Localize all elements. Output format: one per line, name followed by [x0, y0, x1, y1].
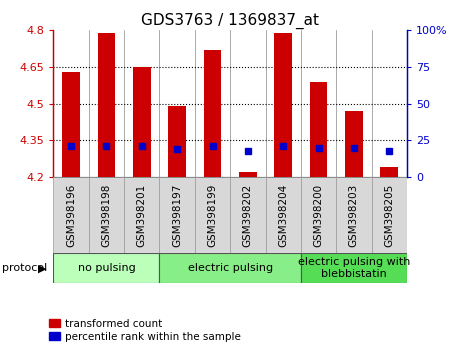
FancyBboxPatch shape — [230, 177, 266, 253]
Text: GSM398203: GSM398203 — [349, 183, 359, 247]
Title: GDS3763 / 1369837_at: GDS3763 / 1369837_at — [141, 12, 319, 29]
FancyBboxPatch shape — [124, 177, 159, 253]
Bar — [98, 33, 115, 177]
FancyBboxPatch shape — [159, 177, 195, 253]
Text: no pulsing: no pulsing — [78, 263, 135, 273]
Text: GSM398202: GSM398202 — [243, 183, 253, 247]
FancyBboxPatch shape — [336, 177, 372, 253]
Text: GSM398197: GSM398197 — [172, 183, 182, 247]
Text: GSM398196: GSM398196 — [66, 183, 76, 247]
Bar — [239, 172, 257, 177]
FancyBboxPatch shape — [53, 177, 89, 253]
Text: electric pulsing: electric pulsing — [187, 263, 273, 273]
FancyBboxPatch shape — [195, 177, 230, 253]
Bar — [380, 167, 398, 177]
Legend: transformed count, percentile rank within the sample: transformed count, percentile rank withi… — [49, 319, 241, 342]
Text: protocol: protocol — [2, 263, 47, 273]
Text: electric pulsing with
blebbistatin: electric pulsing with blebbistatin — [298, 257, 410, 279]
FancyBboxPatch shape — [159, 253, 301, 283]
Bar — [62, 72, 80, 177]
FancyBboxPatch shape — [301, 253, 407, 283]
Text: GSM398205: GSM398205 — [384, 183, 394, 247]
FancyBboxPatch shape — [372, 177, 407, 253]
Bar — [168, 106, 186, 177]
Bar — [310, 81, 327, 177]
FancyBboxPatch shape — [53, 253, 159, 283]
Bar — [345, 111, 363, 177]
FancyBboxPatch shape — [89, 177, 124, 253]
Text: GSM398204: GSM398204 — [278, 183, 288, 247]
FancyBboxPatch shape — [266, 177, 301, 253]
Text: GSM398198: GSM398198 — [101, 183, 112, 247]
FancyBboxPatch shape — [301, 177, 336, 253]
Text: GSM398199: GSM398199 — [207, 183, 218, 247]
Bar — [204, 50, 221, 177]
Text: GSM398200: GSM398200 — [313, 183, 324, 247]
Bar — [274, 33, 292, 177]
Text: ▶: ▶ — [38, 263, 46, 273]
Text: GSM398201: GSM398201 — [137, 183, 147, 247]
Bar — [133, 67, 151, 177]
